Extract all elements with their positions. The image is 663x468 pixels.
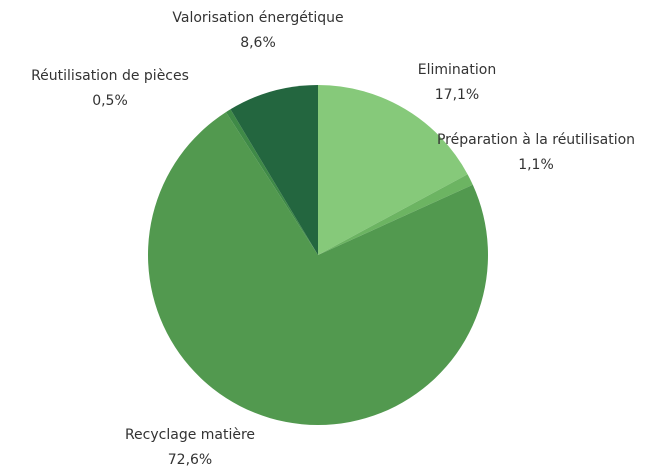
pie-slice bbox=[225, 109, 318, 255]
pie-slice bbox=[318, 174, 473, 255]
slice-value-label: 1,1% bbox=[518, 157, 554, 173]
pie-slice bbox=[318, 85, 468, 255]
pie-slice bbox=[147, 112, 488, 426]
slice-value-label: 72,6% bbox=[168, 452, 212, 468]
pie-slice bbox=[230, 85, 318, 255]
slice-label: Valorisation énergétique bbox=[172, 10, 343, 26]
slice-label: Recyclage matière bbox=[125, 427, 255, 443]
slice-label: Réutilisation de pièces bbox=[31, 68, 189, 84]
slice-value-label: 8,6% bbox=[240, 35, 276, 51]
slice-label: Elimination bbox=[418, 62, 496, 78]
slice-label: Préparation à la réutilisation bbox=[437, 132, 635, 148]
slice-value-label: 0,5% bbox=[92, 93, 128, 109]
slice-value-label: 17,1% bbox=[435, 87, 479, 103]
